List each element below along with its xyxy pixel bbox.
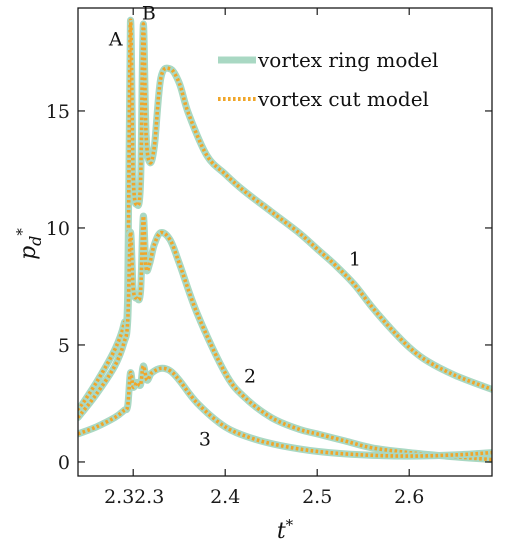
y-tick-label: 0: [58, 452, 70, 474]
y-tick-label: 15: [46, 101, 70, 123]
curves-layer: [78, 16, 492, 464]
series-1-cut-line: [78, 18, 492, 412]
legend: vortex ring model vortex cut model: [218, 48, 438, 111]
annotation-A: A: [108, 28, 123, 50]
x-tick-label: 2.3: [134, 486, 164, 508]
annotation-2: 2: [244, 365, 256, 387]
y-tick-label: 5: [58, 335, 70, 357]
series-3-ring-line: [78, 362, 492, 460]
series-3-cut-line: [78, 364, 492, 458]
annotations-layer: AB 1 2 3: [108, 3, 361, 451]
legend-label: vortex ring model: [257, 48, 438, 72]
x-tick-label: 2.5: [302, 486, 332, 508]
annotation-3: 3: [199, 429, 211, 451]
x-tick-label: 2.4: [210, 486, 240, 508]
x-tick-label: 2.6: [394, 486, 424, 508]
legend-label: vortex cut model: [257, 87, 429, 111]
series-2-cut-line: [78, 214, 492, 462]
y-axis-title: pd*: [13, 228, 45, 260]
x-axis-title: t*: [277, 516, 294, 544]
plot-frame: [77, 7, 493, 477]
y-tick-label: 10: [46, 218, 70, 240]
ticks-layer: 2.3 2.3 2.4 2.5 2.6 0 5 10 15: [46, 8, 492, 508]
annotation-B: B: [142, 3, 156, 25]
x-tick-label: 2.3: [104, 486, 134, 508]
annotation-1: 1: [349, 248, 361, 270]
